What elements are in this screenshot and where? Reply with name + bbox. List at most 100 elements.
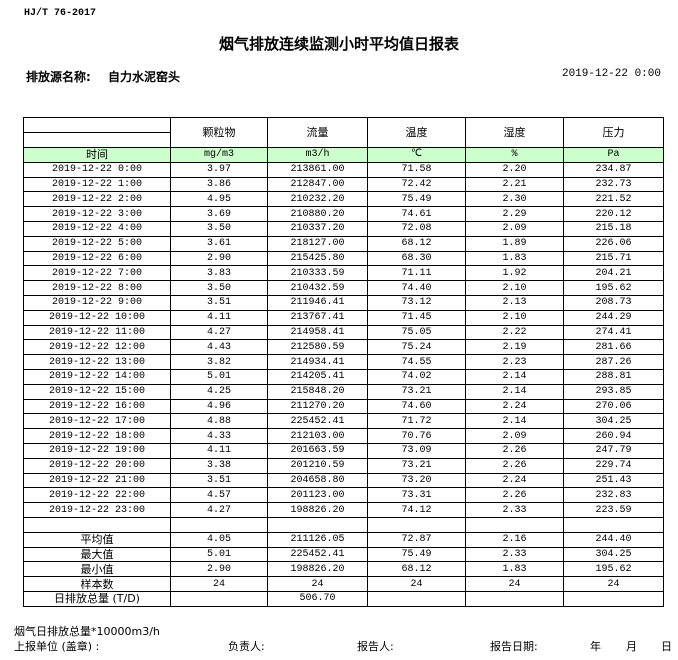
header-row-split — [23, 132, 664, 148]
table-row: 2019-12-22 4:00 3.50 210337.20 72.08 2.09 215… — [23, 220, 664, 237]
value-cell: 220.12 — [563, 206, 664, 222]
summary-value: 68.12 — [367, 561, 466, 578]
value-cell: 225452.41 — [267, 413, 368, 430]
header-corner-bottom — [23, 132, 171, 148]
value-cell: 3.51 — [170, 472, 268, 489]
day-label: 日 — [661, 640, 672, 653]
value-cell: 75.05 — [367, 324, 466, 341]
column-header: 湿度 — [465, 117, 564, 148]
summary-value: 4.05 — [170, 531, 268, 548]
column-header: 温度 — [367, 117, 466, 148]
value-cell: 2.26 — [465, 457, 564, 474]
value-cell: 293.85 — [563, 383, 664, 400]
value-cell: 201210.59 — [267, 457, 368, 474]
value-cell: 2.24 — [465, 472, 564, 489]
table-row: 2019-12-22 10:00 4.11 213767.41 71.45 2.10 24… — [23, 309, 664, 326]
value-cell: 210232.20 — [267, 191, 368, 208]
header-corner-top — [23, 117, 171, 133]
value-cell: 211946.41 — [267, 294, 368, 311]
time-header: 时间 — [23, 147, 171, 163]
empty-cell — [367, 516, 466, 533]
column-header: 颗粒物 — [170, 117, 268, 148]
table-row: 2019-12-22 5:00 3.61 218127.00 68.12 1.89 226… — [23, 235, 664, 252]
value-cell: 226.06 — [563, 235, 664, 252]
value-cell: 2.19 — [465, 339, 564, 356]
time-cell: 2019-12-22 16:00 — [23, 398, 171, 415]
report-table: 颗粒物 流量 温度 湿度 压力 时间 mg/m3 m3/h ℃% Pa 2019-12-22 0:0… — [23, 117, 664, 607]
table-row: 2019-12-22 18:00 4.33 212103.00 70.76 2.09 26… — [23, 428, 664, 444]
value-cell: 1.83 — [465, 250, 564, 267]
time-cell: 2019-12-22 0:00 — [23, 161, 171, 178]
value-cell: 75.24 — [367, 339, 466, 356]
time-cell: 2019-12-22 11:00 — [23, 324, 171, 341]
time-cell: 2019-12-22 19:00 — [23, 442, 171, 459]
summary-value: 195.62 — [563, 561, 664, 578]
summary-value — [465, 590, 564, 607]
value-cell: 74.40 — [367, 280, 466, 296]
value-cell: 1.89 — [465, 235, 564, 252]
summary-value: 24 — [267, 576, 368, 592]
table-row: 2019-12-22 22:00 4.57 201123.00 73.31 2.26 23… — [23, 487, 664, 504]
value-cell: 3.86 — [170, 176, 268, 193]
unit-cell: m3/h — [267, 147, 368, 163]
time-cell: 2019-12-22 10:00 — [23, 309, 171, 326]
summary-label: 样本数 — [23, 576, 171, 592]
table-row: 2019-12-22 0:00 3.97 213861.00 71.58 2.20 234… — [23, 161, 664, 178]
month-label: 月 — [626, 640, 637, 653]
value-cell: 1.92 — [465, 265, 564, 282]
value-cell: 2.13 — [465, 294, 564, 311]
value-cell: 210337.20 — [267, 220, 368, 237]
value-cell: 68.30 — [367, 250, 466, 267]
value-cell: 2.26 — [465, 487, 564, 504]
value-cell: 4.96 — [170, 398, 268, 415]
summary-value: 304.25 — [563, 546, 664, 563]
time-cell: 2019-12-22 9:00 — [23, 294, 171, 311]
value-cell: 5.01 — [170, 368, 268, 385]
value-cell: 75.49 — [367, 191, 466, 208]
unit-row: 时间 mg/m3 m3/h ℃% Pa — [23, 147, 664, 163]
value-cell: 3.69 — [170, 206, 268, 222]
value-cell: 2.20 — [465, 161, 564, 178]
value-cell: 260.94 — [563, 428, 664, 444]
time-cell: 2019-12-22 18:00 — [23, 428, 171, 444]
summary-row: 最小值 2.90 198826.20 68.12 1.83 195.62 — [23, 561, 664, 578]
reporter-label: 报告人: — [357, 640, 394, 653]
value-cell: 2.90 — [170, 250, 268, 267]
value-cell: 208.73 — [563, 294, 664, 311]
value-cell: 71.45 — [367, 309, 466, 326]
time-cell: 2019-12-22 7:00 — [23, 265, 171, 282]
summary-value: 72.87 — [367, 531, 466, 548]
value-cell: 73.12 — [367, 294, 466, 311]
summary-row: 平均值 4.05 211126.05 72.87 2.16 244.40 — [23, 531, 664, 548]
empty-cell — [170, 516, 268, 533]
source-label: 排放源名称: — [26, 70, 91, 84]
report-date-label: 报告日期: — [490, 640, 538, 653]
value-cell: 2.14 — [465, 383, 564, 400]
value-cell: 4.88 — [170, 413, 268, 430]
table-row: 2019-12-22 13:00 3.82 214934.41 74.55 2.23 28… — [23, 354, 664, 370]
summary-label: 最小值 — [23, 561, 171, 578]
summary-value: 1.83 — [465, 561, 564, 578]
value-cell: 212580.59 — [267, 339, 368, 356]
value-cell: 4.11 — [170, 442, 268, 459]
table-row: 2019-12-22 23:00 4.27 198826.20 74.12 2.33 22… — [23, 502, 664, 518]
summary-value: 24 — [563, 576, 664, 592]
value-cell: 218127.00 — [267, 235, 368, 252]
value-cell: 2.26 — [465, 442, 564, 459]
value-cell: 2.24 — [465, 398, 564, 415]
value-cell: 204.21 — [563, 265, 664, 282]
value-cell: 3.82 — [170, 354, 268, 370]
empty-cell — [465, 516, 564, 533]
value-cell: 71.72 — [367, 413, 466, 430]
time-cell: 2019-12-22 5:00 — [23, 235, 171, 252]
blank-row — [23, 516, 664, 533]
summary-value: 2.90 — [170, 561, 268, 578]
value-cell: 288.81 — [563, 368, 664, 385]
value-cell: 4.43 — [170, 339, 268, 356]
summary-value: 198826.20 — [267, 561, 368, 578]
value-cell: 244.29 — [563, 309, 664, 326]
table-row: 2019-12-22 16:00 4.96 211270.20 74.60 2.24 27… — [23, 398, 664, 415]
time-cell: 2019-12-22 2:00 — [23, 191, 171, 208]
value-cell: 215.18 — [563, 220, 664, 237]
table-row: 2019-12-22 14:00 5.01 214205.41 74.02 2.14 28… — [23, 368, 664, 385]
